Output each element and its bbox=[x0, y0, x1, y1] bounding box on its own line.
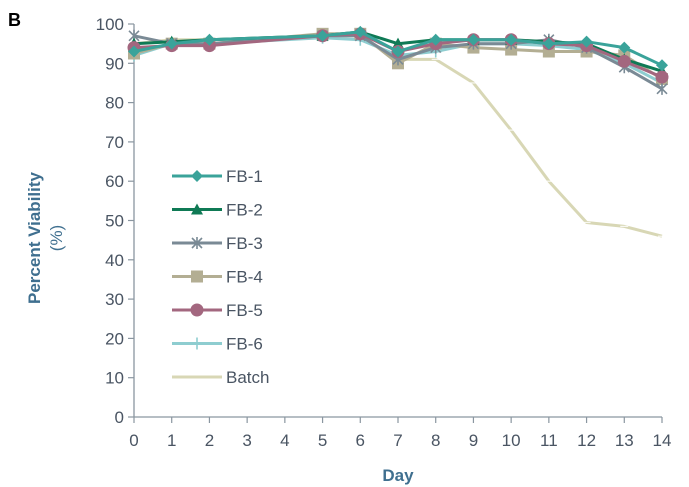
data-point bbox=[392, 45, 404, 58]
y-tick-label: 80 bbox=[105, 94, 124, 113]
data-point bbox=[656, 59, 668, 72]
data-point bbox=[505, 33, 518, 46]
legend-swatch-marker bbox=[191, 203, 203, 215]
y-axis-unit: (%) bbox=[47, 225, 66, 251]
y-tick-label: 60 bbox=[105, 172, 124, 191]
y-tick-label: 70 bbox=[105, 133, 124, 152]
x-tick-label: 8 bbox=[431, 431, 440, 450]
legend-item: FB-4 bbox=[172, 268, 263, 287]
x-ticks: 0 1 2 3 4 5 6 7 8 9 10 11 12 13 14 bbox=[129, 417, 671, 450]
y-tick-label: 100 bbox=[96, 15, 124, 34]
y-tick-label: 0 bbox=[115, 408, 124, 427]
legend-label: FB-6 bbox=[226, 335, 263, 354]
x-tick-label: 11 bbox=[540, 431, 558, 450]
data-point bbox=[467, 33, 480, 46]
x-tick-label: 4 bbox=[280, 431, 289, 450]
x-tick-label: 5 bbox=[318, 431, 327, 450]
data-point bbox=[165, 37, 178, 50]
series-fb-1 bbox=[128, 25, 668, 72]
y-tick-label: 20 bbox=[105, 329, 124, 348]
data-point bbox=[354, 25, 367, 38]
legend-swatch-marker bbox=[190, 303, 204, 317]
data-point bbox=[656, 82, 668, 95]
x-tick-label: 3 bbox=[242, 431, 251, 450]
x-tick-label: 10 bbox=[502, 431, 521, 450]
data-point bbox=[618, 41, 631, 54]
series-layer bbox=[127, 25, 669, 238]
legend-swatch-marker bbox=[191, 270, 203, 283]
legend-item: FB-2 bbox=[172, 201, 263, 220]
legend-label: FB-4 bbox=[226, 268, 263, 287]
legend-item: FB-5 bbox=[172, 301, 263, 320]
legend-item: Batch bbox=[172, 368, 269, 387]
y-tick-label: 50 bbox=[105, 212, 124, 231]
data-point bbox=[542, 37, 555, 50]
legend-item: FB-3 bbox=[172, 234, 263, 253]
legend-swatch-marker bbox=[191, 337, 203, 350]
data-point bbox=[316, 29, 329, 42]
y-ticks: 0 10 20 30 40 50 60 70 80 90 100 bbox=[96, 15, 134, 427]
legend-item: FB-1 bbox=[172, 167, 263, 186]
y-tick-label: 30 bbox=[105, 290, 124, 309]
x-axis-title: Day bbox=[382, 466, 414, 485]
data-point bbox=[429, 33, 442, 46]
y-axis-title: Percent Viability bbox=[25, 171, 44, 304]
legend-swatch-marker bbox=[191, 170, 203, 182]
x-tick-label: 13 bbox=[615, 431, 634, 450]
legend-swatch-marker bbox=[191, 237, 203, 249]
data-point bbox=[580, 35, 593, 48]
legend-label: Batch bbox=[226, 368, 269, 387]
x-tick-label: 6 bbox=[356, 431, 365, 450]
data-point bbox=[203, 33, 216, 46]
legend-label: FB-2 bbox=[226, 201, 263, 220]
data-point bbox=[617, 54, 631, 68]
legend: FB-1 FB-2 FB-3 FB-4 FB-5 FB-6 Batch bbox=[172, 167, 269, 387]
x-tick-label: 7 bbox=[393, 431, 402, 450]
x-tick-label: 9 bbox=[469, 431, 478, 450]
legend-label: FB-3 bbox=[226, 234, 263, 253]
x-tick-label: 0 bbox=[129, 431, 138, 450]
y-tick-label: 40 bbox=[105, 251, 124, 270]
x-tick-label: 1 bbox=[167, 431, 176, 450]
y-axis-title-group: Percent Viability bbox=[25, 171, 44, 304]
y-tick-label: 10 bbox=[105, 369, 124, 388]
legend-label: FB-1 bbox=[226, 167, 263, 186]
legend-label: FB-5 bbox=[226, 301, 263, 320]
data-point bbox=[128, 45, 140, 58]
x-tick-label: 2 bbox=[205, 431, 214, 450]
data-point bbox=[655, 70, 669, 84]
panel-label: B bbox=[8, 10, 21, 30]
y-tick-label: 90 bbox=[105, 54, 124, 73]
legend-item: FB-6 bbox=[172, 335, 263, 354]
x-tick-label: 12 bbox=[577, 431, 596, 450]
x-tick-label: 14 bbox=[653, 431, 672, 450]
y-axis-unit-group: (%) bbox=[47, 225, 66, 251]
